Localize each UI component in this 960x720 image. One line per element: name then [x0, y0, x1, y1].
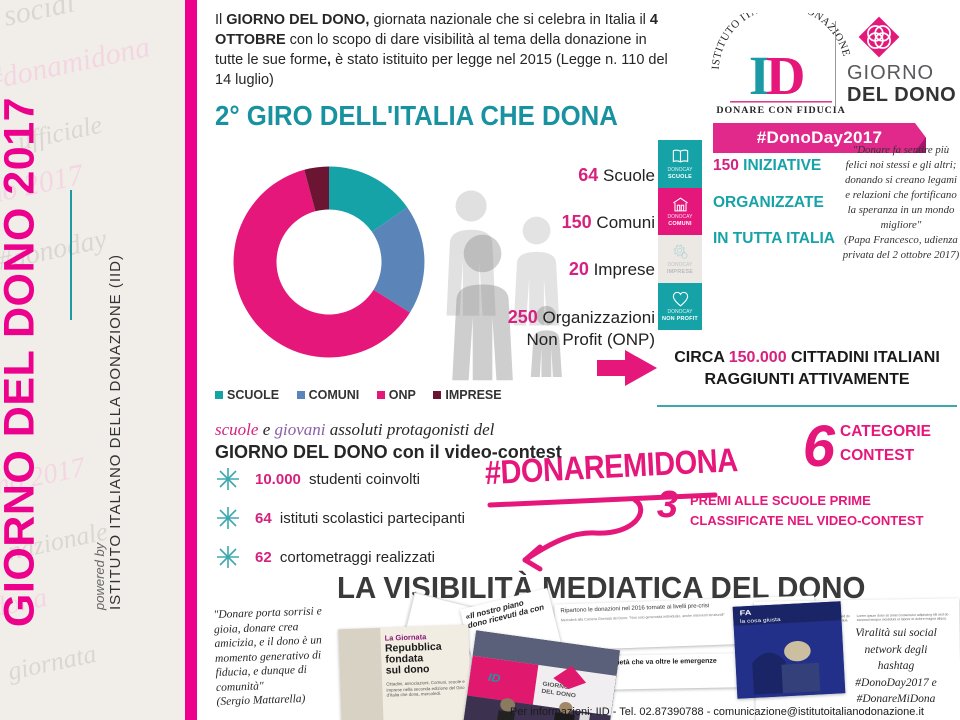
svg-text:ID: ID — [487, 671, 502, 685]
svg-text:D: D — [766, 45, 806, 106]
svg-text:DONARE CON FIDUCIA: DONARE CON FIDUCIA — [716, 105, 845, 115]
svg-text:FA: FA — [739, 609, 751, 617]
